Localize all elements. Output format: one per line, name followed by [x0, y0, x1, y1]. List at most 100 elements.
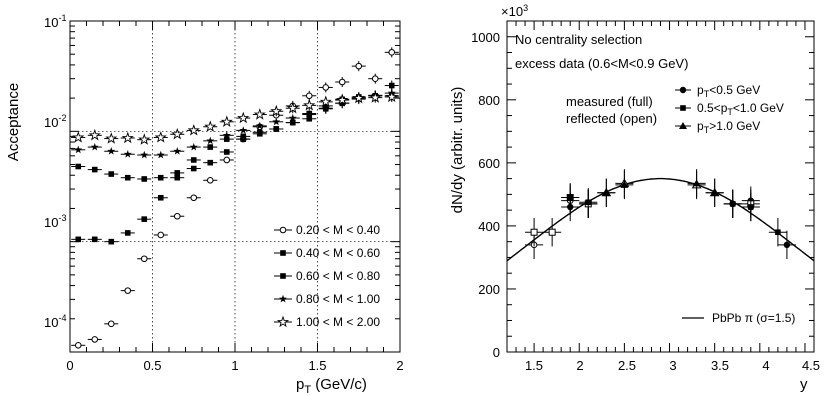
data-point: [91, 336, 99, 343]
data-point: [239, 126, 248, 134]
acceptance-legend: 0.20 < M < 0.40 0.40 < M < 0.60 0.60 < M…: [274, 223, 380, 329]
rapidity-x-tick-labels: 1.5 2 2.5 3 3.5 4 4.5: [525, 358, 820, 373]
y-tick-label: 800: [478, 93, 500, 108]
y-tick-label: 10-1: [44, 13, 66, 30]
data-point: [91, 166, 98, 173]
data-point: [207, 159, 214, 166]
x-tick-label: 1.5: [525, 358, 543, 373]
x-tick-label: 0: [66, 358, 73, 373]
y-tick-label: 0: [493, 345, 500, 360]
acceptance-y-axis-title: Acceptance: [5, 83, 22, 161]
data-point: [223, 149, 230, 155]
data-point: [548, 228, 556, 236]
data-point: [385, 90, 398, 103]
data-point: [388, 82, 395, 89]
data-point: [190, 194, 198, 202]
data-point: [692, 179, 701, 187]
x-tick-label: 2: [396, 358, 403, 373]
rapidity-ticks: [506, 20, 815, 353]
x-tick-label: 4.5: [802, 358, 820, 373]
legend-label: 0.80 < M < 1.00: [296, 292, 380, 306]
data-point: [602, 188, 611, 196]
data-point: [253, 108, 266, 120]
data-point: [237, 111, 250, 124]
acceptance-y-tick-labels: 10-4 10-3 10-2 10-1: [44, 13, 66, 330]
data-point: [530, 228, 538, 236]
legend-label: 0.5<pT<1.0 GeV: [697, 101, 784, 117]
data-point: [157, 231, 165, 239]
y-axis-multiplier: ×103: [501, 3, 528, 19]
data-point: [321, 104, 330, 112]
acceptance-x-axis-title: pT (GeV/c): [296, 376, 367, 396]
data-point: [222, 131, 231, 139]
data-point: [288, 113, 297, 122]
data-point: [121, 131, 134, 144]
data-point: [255, 121, 264, 130]
data-point: [371, 75, 379, 82]
data-point: [189, 142, 198, 151]
y-tick-label: 10-2: [44, 113, 66, 130]
data-point: [141, 216, 148, 222]
series-0.5<p_T<1.0 GeV: [525, 183, 787, 247]
gaussian-curve: [506, 177, 815, 262]
y-tick-label: 10-3: [44, 213, 66, 230]
legend-markers: [274, 226, 292, 328]
legend-label: PbPb π (σ=1.5): [712, 311, 795, 325]
legend-label: 0.60 < M < 0.80: [296, 269, 380, 283]
data-point: [141, 176, 148, 182]
data-point: [303, 98, 316, 111]
data-point: [173, 212, 181, 220]
data-point: [352, 91, 365, 104]
legend-marker: [680, 105, 686, 111]
data-point: [305, 92, 313, 100]
series-1.00 < M < 2.00: [71, 90, 399, 145]
data-point: [72, 131, 85, 143]
data-point: [204, 120, 217, 132]
legend-label: 0.20 < M < 0.40: [296, 223, 380, 237]
legend-marker: [279, 226, 287, 234]
acceptance-series: [71, 47, 399, 349]
data-point: [585, 199, 592, 206]
rapidity-legend: pT<0.5 GeV 0.5<pT<1.0 GeV pT>1.0 GeV PbP…: [675, 83, 795, 325]
data-point: [74, 145, 83, 154]
data-point: [91, 236, 98, 243]
data-point: [388, 49, 396, 56]
data-point: [174, 174, 181, 181]
x-tick-label: 2: [576, 358, 583, 373]
data-point: [156, 150, 165, 159]
y-tick-label: 1000: [471, 30, 500, 45]
legend-label: pT<0.5 GeV: [697, 83, 760, 99]
data-point: [355, 62, 363, 70]
acceptance-x-tick-labels: 0 0.5 1 1.5 2: [66, 358, 403, 373]
data-point: [710, 188, 719, 196]
data-point: [190, 157, 197, 163]
legend-markers: [675, 86, 691, 129]
x-tick-label: 3.5: [711, 358, 729, 373]
data-point: [75, 163, 82, 170]
data-point: [256, 129, 263, 136]
data-point: [190, 165, 197, 172]
data-point: [223, 136, 230, 142]
x-tick-label: 4: [762, 358, 769, 373]
legend-marker: [679, 86, 687, 94]
data-point: [272, 117, 281, 126]
data-point: [369, 91, 382, 103]
legend-marker: [276, 315, 290, 328]
data-point: [107, 320, 115, 328]
data-point: [174, 170, 181, 176]
rapidity-y-tick-labels: 0 200 400 600 800 1000: [471, 30, 500, 360]
legend-label: 1.00 < M < 2.00: [296, 315, 380, 329]
series-p_T>1.0 GeV: [597, 169, 724, 207]
annotation-reflected: reflected (open): [566, 111, 657, 126]
data-point: [124, 174, 131, 181]
data-point: [171, 127, 184, 140]
data-point: [319, 95, 332, 107]
data-point: [220, 115, 233, 128]
data-point: [306, 115, 313, 122]
y-tick-label: 200: [478, 282, 500, 297]
data-point: [90, 142, 99, 151]
series-0.80 < M < 1.00: [71, 88, 399, 159]
x-tick-label: 0.5: [143, 358, 161, 373]
annotation-centrality: No centrality selection: [515, 32, 642, 47]
